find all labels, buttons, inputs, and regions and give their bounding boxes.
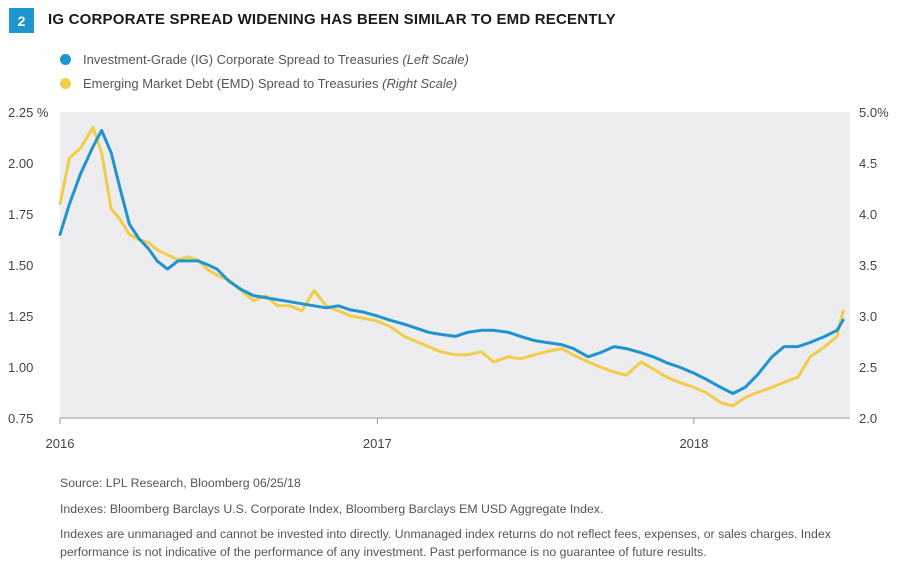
right-tick-label: 4.5 <box>859 156 877 171</box>
x-tick-label: 2017 <box>363 436 392 451</box>
source-note: Source: LPL Research, Bloomberg 06/25/18 <box>60 476 301 490</box>
left-tick-label: 1.75 <box>8 207 33 222</box>
emd-spread-line <box>58 125 845 408</box>
x-axis: 2016 2017 2018 <box>46 417 850 451</box>
right-tick-label: 2.5 <box>859 360 877 375</box>
legend-item-ig: Investment-Grade (IG) Corporate Spread t… <box>60 52 469 67</box>
right-tick-label: 2.0 <box>859 411 877 426</box>
legend-label-ig: Investment-Grade (IG) Corporate Spread t… <box>83 52 399 67</box>
right-tick-label: 4.0 <box>859 207 877 222</box>
figure-number-badge: 2 <box>9 8 34 33</box>
legend-dot-emd <box>60 78 71 89</box>
legend-scale-ig: (Left Scale) <box>402 52 469 67</box>
legend-item-emd: Emerging Market Debt (EMD) Spread to Tre… <box>60 76 457 91</box>
legend-dot-ig <box>60 54 71 65</box>
right-tick-label: 3.0 <box>859 309 877 324</box>
left-tick-label: 0.75 <box>8 411 33 426</box>
plot-area <box>60 112 850 418</box>
x-tick-label: 2016 <box>46 436 75 451</box>
disclaimer-line-2: performance is not indicative of the per… <box>60 545 707 559</box>
left-tick-label: 1.25 <box>8 309 33 324</box>
left-tick-label: 2.00 <box>8 156 33 171</box>
series-layer <box>58 125 845 408</box>
left-tick-label: 2.25 % <box>8 105 49 120</box>
left-axis: 0.75 1.00 1.25 1.50 1.75 2.00 2.25 % <box>8 105 49 426</box>
x-tick-label: 2018 <box>679 436 708 451</box>
indexes-note: Indexes: Bloomberg Barclays U.S. Corpora… <box>60 502 604 516</box>
left-tick-label: 1.00 <box>8 360 33 375</box>
chart-title: IG CORPORATE SPREAD WIDENING HAS BEEN SI… <box>48 11 616 28</box>
right-axis: 2.0 2.5 3.0 3.5 4.0 4.5 5.0% <box>859 105 889 426</box>
legend-scale-emd: (Right Scale) <box>382 76 458 91</box>
left-tick-label: 1.50 <box>8 258 33 273</box>
disclaimer-line-1: Indexes are unmanaged and cannot be inve… <box>60 527 831 541</box>
ig-spread-line <box>58 128 845 395</box>
right-tick-label: 5.0% <box>859 105 889 120</box>
legend-label-emd: Emerging Market Debt (EMD) Spread to Tre… <box>83 76 379 91</box>
right-tick-label: 3.5 <box>859 258 877 273</box>
